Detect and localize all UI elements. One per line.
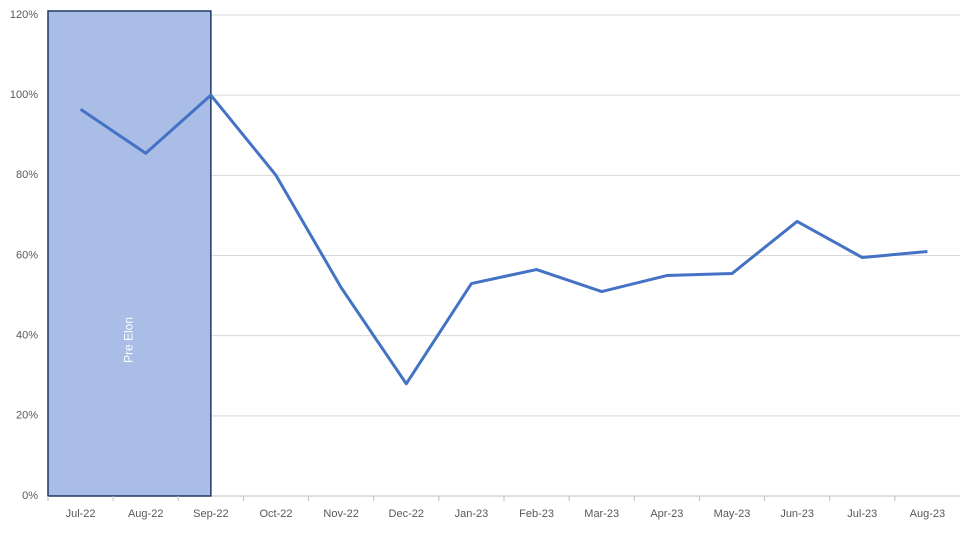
line [79,93,928,386]
x-tick-label: Nov-22 [323,508,358,520]
x-tick-label: May-23 [714,508,751,520]
x-tick-label: Jul-23 [847,508,877,520]
x-tick-label: Aug-22 [128,508,163,520]
x-tick-label: Jan-23 [455,508,489,520]
y-tick-label: 120% [10,9,38,21]
x-tick-label: Oct-22 [259,508,292,520]
y-tick-label: 20% [16,410,38,422]
shaded-region [47,10,212,497]
x-tick-label: Apr-23 [650,508,683,520]
x-tick-label: Jun-23 [780,508,814,520]
x-tick-label: Dec-22 [389,508,424,520]
y-tick-label: 100% [10,89,38,101]
x-tick-label: Aug-23 [910,508,945,520]
y-tick-label: 0% [22,490,38,502]
x-tick-label: Feb-23 [519,508,554,520]
y-tick-label: 60% [16,249,38,261]
y-tick-label: 40% [16,330,38,342]
region-label: Pre Elon [122,317,136,363]
x-tick-label: Jul-22 [66,508,96,520]
x-tick-label: Sep-22 [193,508,228,520]
x-tick-label: Mar-23 [584,508,619,520]
y-tick-label: 80% [16,169,38,181]
